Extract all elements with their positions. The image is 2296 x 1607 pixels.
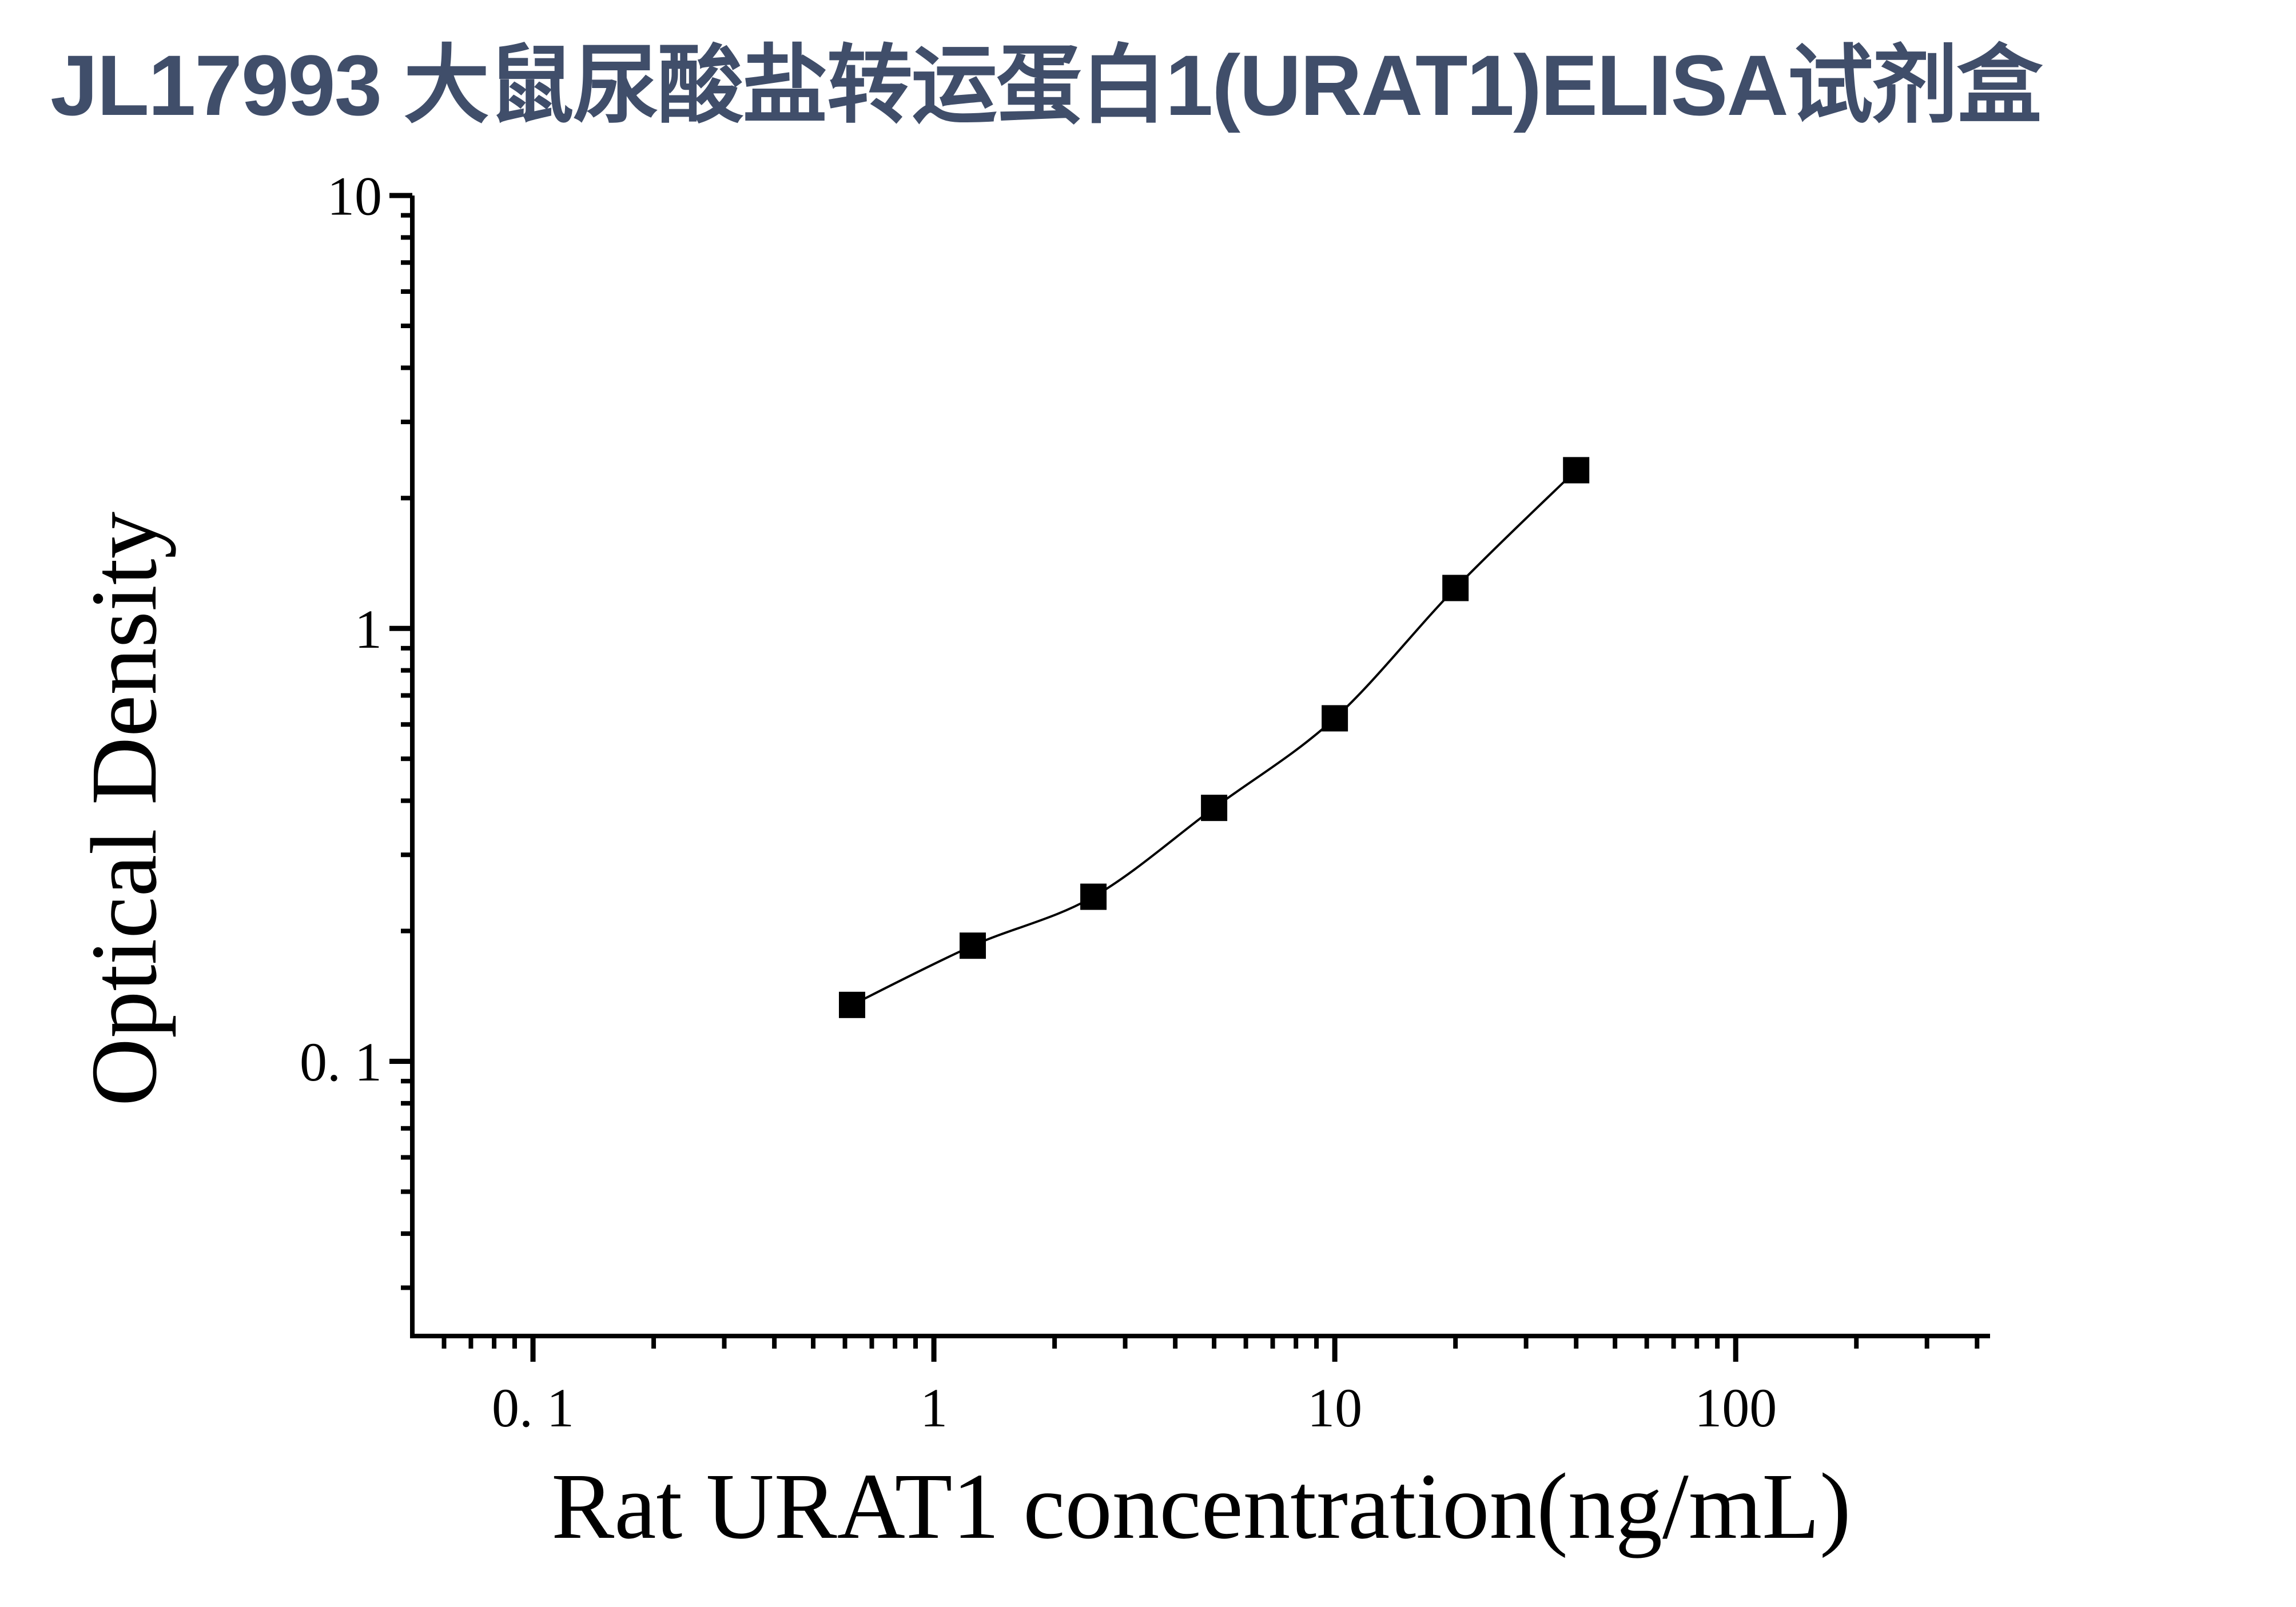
curve-line [851,469,1577,1006]
y-tick-label: 0. 1 [300,1031,382,1092]
x-tick-label: 100 [1694,1377,1777,1438]
page-title: JL17993 大鼠尿酸盐转运蛋白1(URAT1)ELISA试剂盒 [50,37,2043,133]
data-point-marker [838,991,865,1018]
data-point-marker [1080,883,1107,910]
data-point-marker [1322,705,1348,732]
y-tick-label: 10 [327,166,382,227]
data-point-marker [1201,795,1228,822]
data-point-marker [960,932,986,959]
x-tick-label: 0. 1 [492,1377,574,1438]
data-point-marker [1442,575,1469,601]
x-tick-label: 10 [1307,1377,1362,1438]
x-tick-label: 1 [920,1377,948,1438]
y-tick-label: 1 [355,599,382,660]
y-axis-title: Optical Density [71,512,176,1106]
data-point-marker [1563,457,1590,484]
x-axis-title: Rat URAT1 concentration(ng/mL) [551,1454,1851,1558]
